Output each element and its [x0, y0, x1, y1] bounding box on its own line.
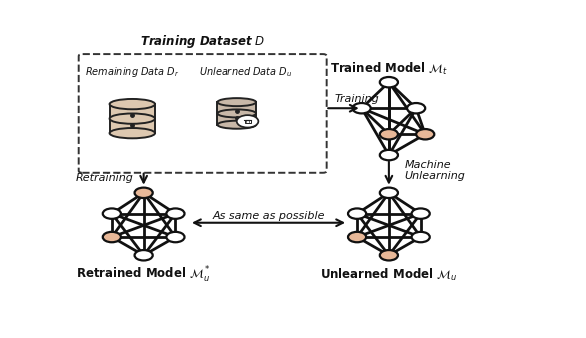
Circle shape — [135, 188, 153, 198]
Circle shape — [348, 232, 366, 242]
Text: Unlearned Data $D_u$: Unlearned Data $D_u$ — [199, 65, 292, 79]
Circle shape — [166, 232, 185, 242]
Circle shape — [103, 232, 121, 242]
Circle shape — [411, 232, 430, 242]
Ellipse shape — [110, 99, 155, 109]
Circle shape — [103, 209, 121, 219]
Circle shape — [416, 129, 434, 140]
Circle shape — [380, 129, 398, 140]
Polygon shape — [217, 102, 256, 125]
Ellipse shape — [217, 121, 256, 129]
Text: Training Dataset $\mathit{D}$: Training Dataset $\mathit{D}$ — [140, 33, 265, 50]
Circle shape — [407, 103, 425, 114]
Text: Remaining Data $D_r$: Remaining Data $D_r$ — [85, 65, 179, 79]
Text: Retrained Model $\mathcal{M}_u^*$: Retrained Model $\mathcal{M}_u^*$ — [76, 265, 211, 285]
Ellipse shape — [110, 114, 155, 124]
Circle shape — [166, 209, 185, 219]
Ellipse shape — [217, 110, 256, 117]
Polygon shape — [110, 104, 155, 133]
Text: Machine
Unlearning: Machine Unlearning — [405, 160, 466, 182]
Ellipse shape — [217, 98, 256, 106]
Circle shape — [348, 209, 366, 219]
Circle shape — [135, 250, 153, 261]
Circle shape — [380, 150, 398, 160]
Circle shape — [237, 115, 258, 127]
Text: As same as possible: As same as possible — [212, 211, 325, 221]
Text: Retraining: Retraining — [76, 173, 134, 184]
Text: Trained Model $\mathcal{M}_t$: Trained Model $\mathcal{M}_t$ — [330, 61, 448, 77]
Text: Unlearned Model $\mathcal{M}_u$: Unlearned Model $\mathcal{M}_u$ — [320, 267, 458, 283]
Circle shape — [380, 250, 398, 261]
Circle shape — [380, 188, 398, 198]
Circle shape — [353, 103, 371, 114]
Circle shape — [411, 209, 430, 219]
Ellipse shape — [110, 128, 155, 138]
Circle shape — [380, 77, 398, 88]
Text: Training: Training — [335, 94, 379, 104]
